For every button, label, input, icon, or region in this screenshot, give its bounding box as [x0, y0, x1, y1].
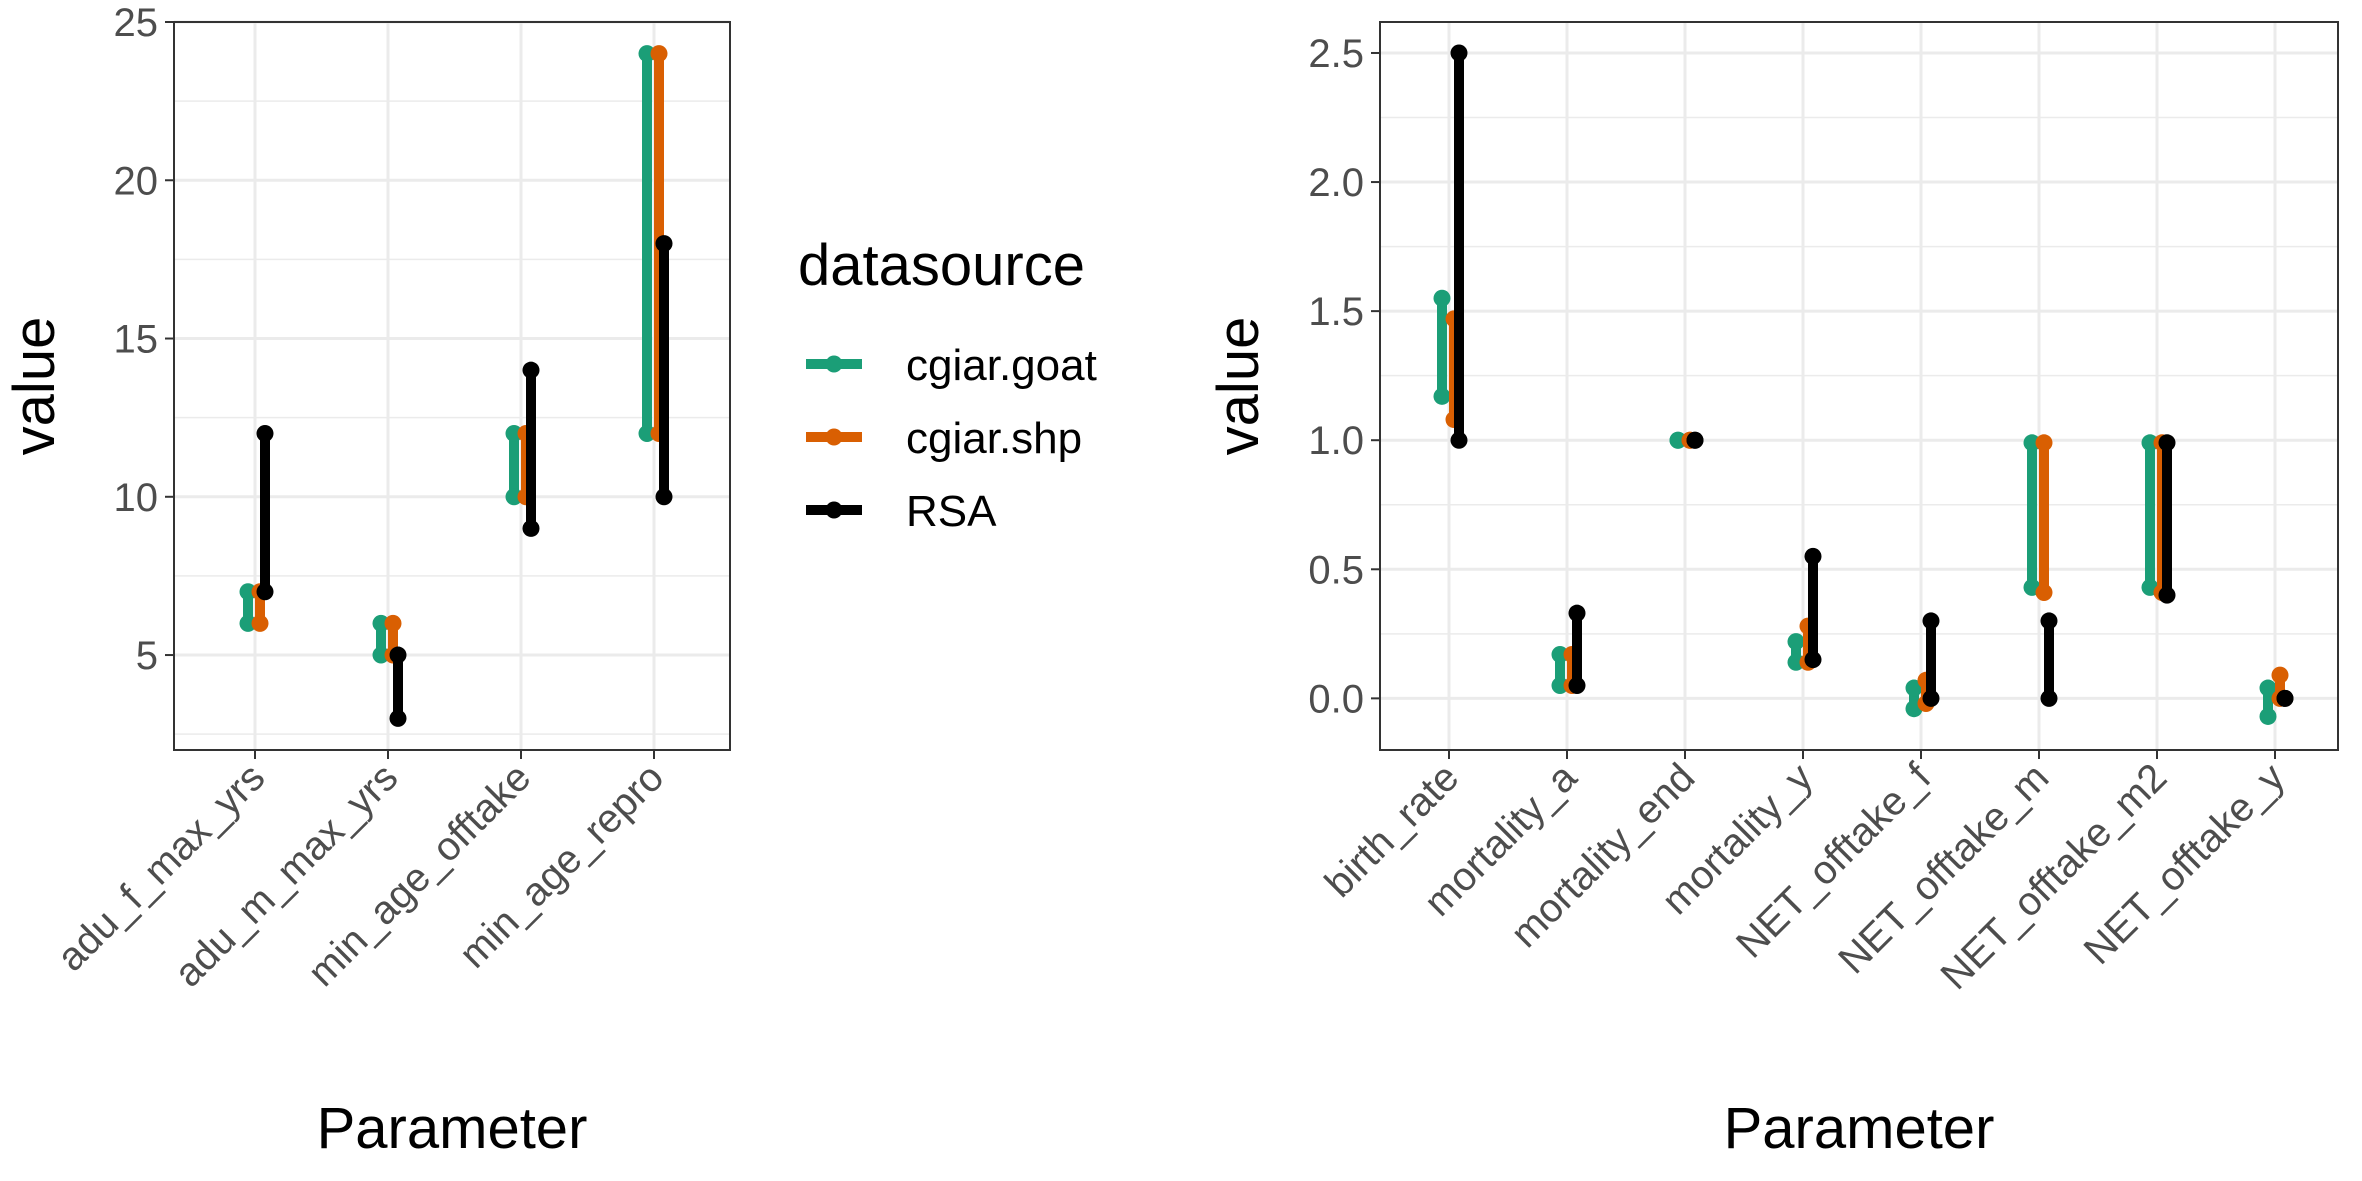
- range-point-max: [372, 614, 390, 632]
- y-tick-label: 2.5: [1308, 32, 1364, 76]
- y-tick-label: 1.5: [1308, 290, 1364, 334]
- range-point-max: [505, 424, 523, 442]
- range-point-min: [522, 519, 540, 537]
- y-tick-label: 25: [114, 1, 159, 45]
- range-point-max: [655, 235, 673, 253]
- range-point-max: [2276, 689, 2294, 707]
- left-chart-panel: 510152025adu_f_max_yrsadu_m_max_yrsmin_a…: [2, 1, 731, 1161]
- range-point-min: [2035, 584, 2053, 602]
- legend-title: datasource: [798, 233, 1085, 298]
- x-tick-label: min_age_offtake: [300, 755, 540, 995]
- y-tick-label: 0.0: [1308, 677, 1364, 721]
- legend-key-point: [825, 428, 843, 446]
- range-point-min: [239, 614, 257, 632]
- range-point-min: [389, 709, 407, 727]
- range-point-min: [1787, 653, 1805, 671]
- range-point-max: [1450, 44, 1468, 62]
- x-tick-label: adu_m_max_yrs: [166, 755, 406, 995]
- range-point-max: [650, 45, 668, 63]
- range-point-min: [251, 614, 269, 632]
- plot-border: [1379, 21, 2339, 751]
- legend-item-label: RSA: [906, 487, 997, 536]
- x-tick-label: NET_offtake_m: [1830, 755, 2057, 982]
- x-tick-label: NET_offtake_y: [2076, 755, 2294, 973]
- legend-key-point: [825, 355, 843, 373]
- y-tick-label: 15: [114, 318, 159, 362]
- range-point-max: [1686, 431, 1704, 449]
- range-point-min: [1568, 676, 1586, 694]
- range-point-max: [2035, 434, 2053, 452]
- range-point-min: [655, 488, 673, 506]
- legend-item-label: cgiar.shp: [906, 414, 1082, 463]
- y-tick-label: 2.0: [1308, 161, 1364, 205]
- plot-background: [174, 22, 730, 750]
- range-point-max: [1787, 633, 1805, 651]
- range-point-max: [2040, 612, 2058, 630]
- range-point-max: [1568, 604, 1586, 622]
- y-tick-label: 1.0: [1308, 419, 1364, 463]
- range-point-min: [1804, 651, 1822, 669]
- range-point-min: [1450, 431, 1468, 449]
- x-tick-label: NET_offtake_m2: [1933, 755, 2176, 998]
- range-point-max: [1433, 289, 1451, 307]
- y-tick-label: 0.5: [1308, 548, 1364, 592]
- y-tick-label: 20: [114, 159, 159, 203]
- range-point-max: [2158, 434, 2176, 452]
- right-chart-panel: 0.00.51.01.52.02.5birth_ratemortality_am…: [1206, 21, 2339, 1161]
- range-point-max: [1804, 547, 1822, 565]
- y-axis-title: value: [2, 317, 67, 456]
- y-tick-label: 10: [114, 476, 159, 520]
- range-point-max: [1669, 431, 1687, 449]
- y-axis-title: value: [1206, 317, 1271, 456]
- range-point-max: [1922, 612, 1940, 630]
- y-tick-label: 5: [136, 634, 158, 678]
- plot-border: [173, 21, 731, 751]
- range-point-max: [522, 361, 540, 379]
- range-point-max: [2259, 679, 2277, 697]
- legend: datasource cgiar.goat cgiar.shp RSA: [798, 233, 1097, 536]
- range-point-min: [372, 646, 390, 664]
- x-axis-title: Parameter: [317, 1096, 588, 1161]
- range-point-min: [638, 424, 656, 442]
- range-point-min: [256, 583, 274, 601]
- range-point-min: [2040, 689, 2058, 707]
- range-point-min: [1433, 387, 1451, 405]
- range-point-max: [2141, 434, 2159, 452]
- range-point-min: [2259, 707, 2277, 725]
- plot-background: [1380, 22, 2338, 750]
- range-point-max: [1551, 645, 1569, 663]
- legend-key-point: [825, 501, 843, 519]
- range-point-max: [389, 646, 407, 664]
- legend-item-label: cgiar.goat: [906, 341, 1097, 390]
- range-point-min: [505, 488, 523, 506]
- range-point-max: [2023, 434, 2041, 452]
- range-point-min: [1922, 689, 1940, 707]
- range-point-max: [2271, 666, 2289, 684]
- range-point-max: [239, 583, 257, 601]
- range-point-max: [384, 614, 402, 632]
- range-point-min: [1551, 676, 1569, 694]
- range-point-max: [256, 424, 274, 442]
- range-point-min: [2158, 586, 2176, 604]
- x-axis-title: Parameter: [1724, 1096, 1995, 1161]
- range-point-max: [638, 45, 656, 63]
- range-point-max: [1905, 679, 1923, 697]
